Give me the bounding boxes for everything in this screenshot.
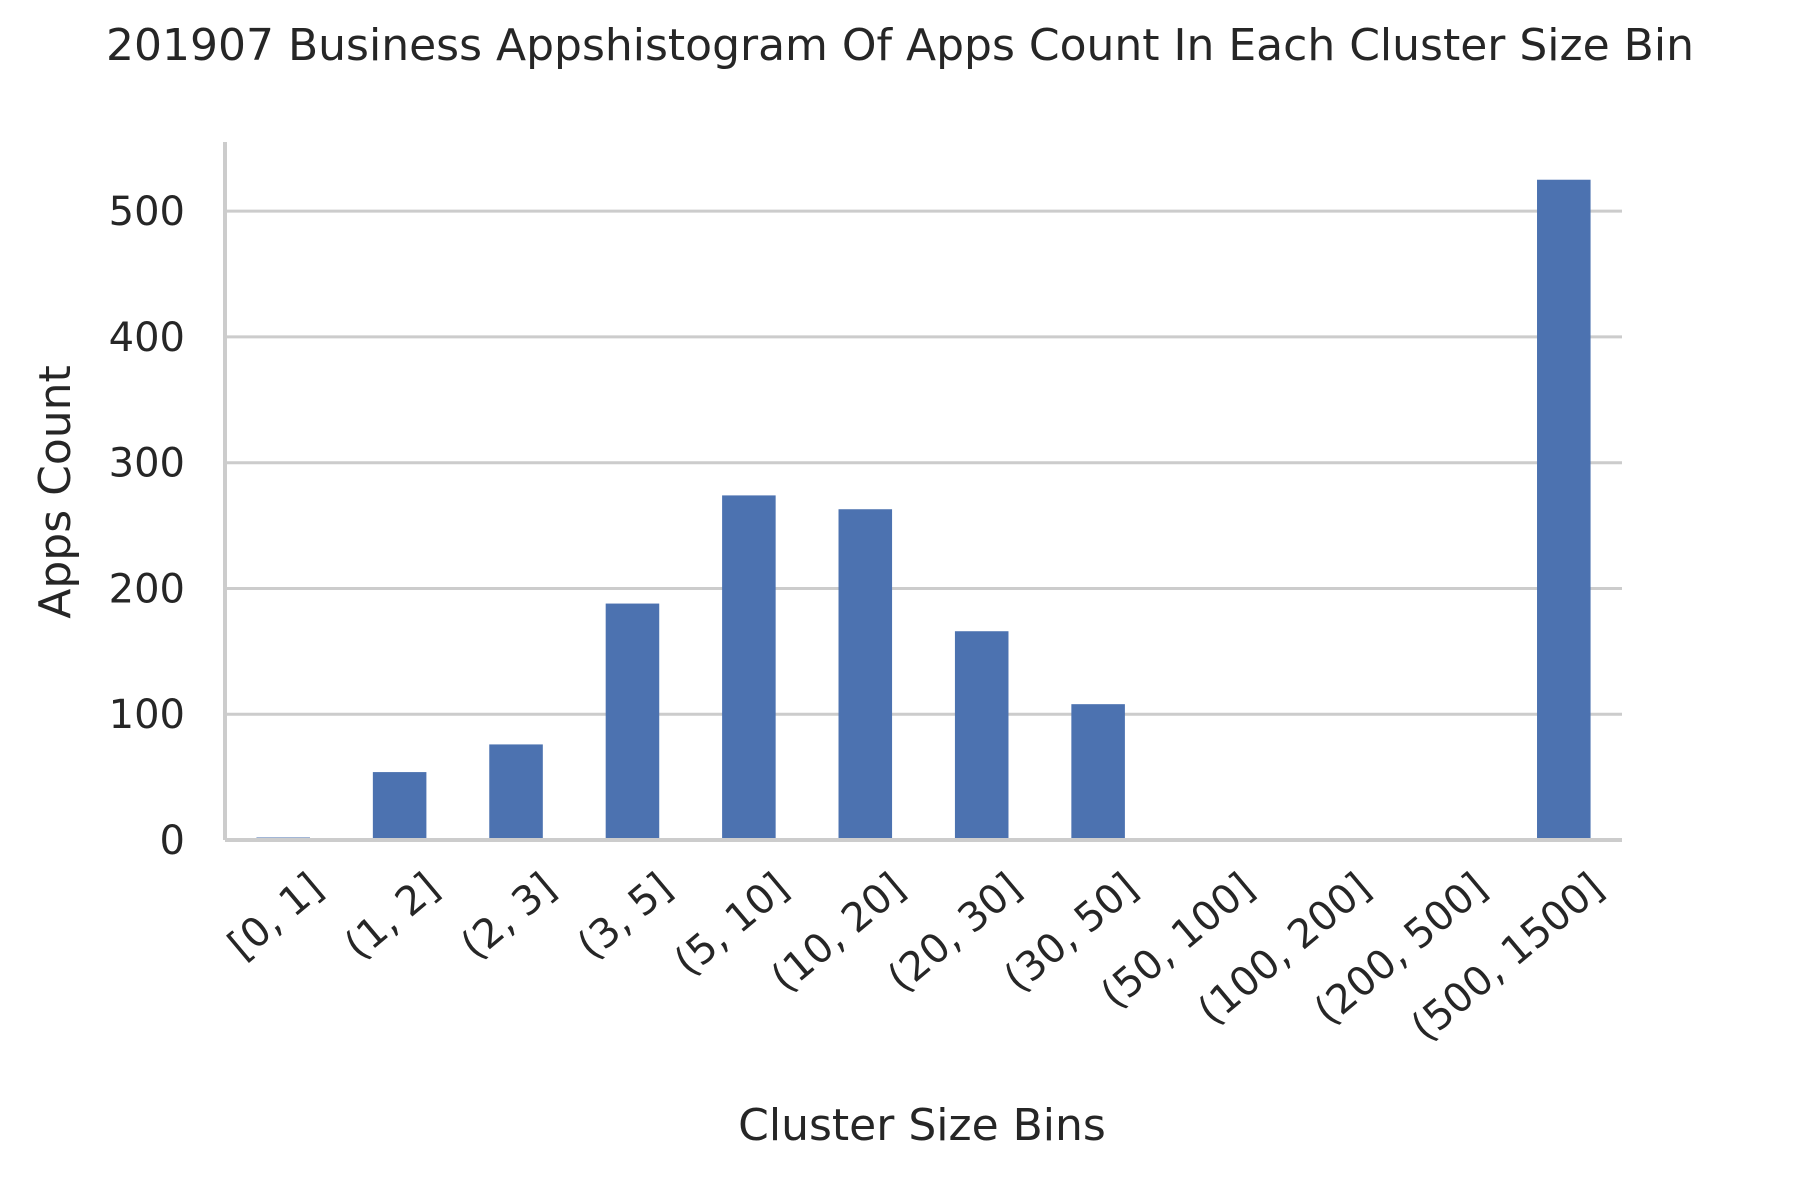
bar — [722, 495, 776, 840]
x-tick-label: [0, 1] — [220, 864, 332, 968]
y-gridlines — [225, 209, 1622, 716]
x-tick-labels: [0, 1] (1, 2] (2, 3] (3, 5](5, 10](10, 20](… — [220, 864, 1613, 1050]
bar — [1071, 704, 1125, 840]
bars — [256, 179, 1591, 840]
y-tick-labels: 0 100 200 300 400 500 — [109, 189, 185, 864]
bar — [489, 744, 543, 840]
bar — [838, 509, 893, 840]
y-tick-label: 200 — [109, 566, 185, 612]
x-axis-title: Cluster Size Bins — [738, 1100, 1106, 1151]
x-tick-label: (2, 3] — [453, 864, 565, 968]
chart-title: 201907 Business Appshistogram Of Apps Co… — [106, 20, 1694, 71]
y-tick-label: 0 — [160, 818, 185, 864]
bar — [1537, 179, 1591, 840]
y-axis-title: Apps Count — [30, 365, 81, 619]
bar — [605, 603, 660, 840]
bar — [954, 631, 1009, 840]
y-tick-label: 300 — [109, 441, 185, 487]
y-tick-label: 400 — [109, 315, 185, 361]
x-tick-label: (1, 2] — [336, 864, 448, 968]
x-tick-label: (3, 5] — [569, 864, 681, 968]
bar — [372, 772, 427, 840]
y-tick-label: 100 — [109, 692, 185, 738]
y-tick-label: 500 — [109, 189, 185, 235]
